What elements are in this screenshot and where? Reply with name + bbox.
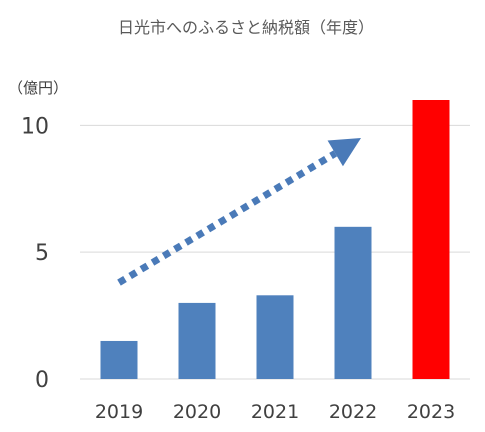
y-tick-label: 10 (21, 114, 49, 139)
y-tick-label: 0 (35, 368, 49, 393)
x-tick-label-2019: 2019 (95, 401, 143, 423)
bars (100, 100, 450, 379)
x-tick-label-2022: 2022 (329, 401, 377, 423)
y-axis-unit-label: （億円） (8, 79, 68, 97)
y-tick-label: 5 (35, 241, 49, 266)
x-tick-label-2021: 2021 (251, 401, 299, 423)
bar-2023 (412, 100, 450, 379)
trend-arrow-head (327, 138, 361, 167)
bar-2020 (178, 302, 216, 379)
x-axis-ticks: 2019 2020 2021 2022 2023 (95, 401, 455, 423)
y-axis-ticks: 0 5 10 (21, 114, 49, 393)
x-tick-label-2023: 2023 (407, 401, 455, 423)
trend-annotation (117, 138, 361, 286)
bar-2021 (256, 295, 294, 379)
bar-2019 (100, 340, 138, 379)
chart-title: 日光市へのふるさと納税額（年度） (118, 18, 374, 37)
trend-arrow-shaft (117, 150, 338, 286)
bar-2022 (334, 226, 372, 379)
x-tick-label-2020: 2020 (173, 401, 221, 423)
